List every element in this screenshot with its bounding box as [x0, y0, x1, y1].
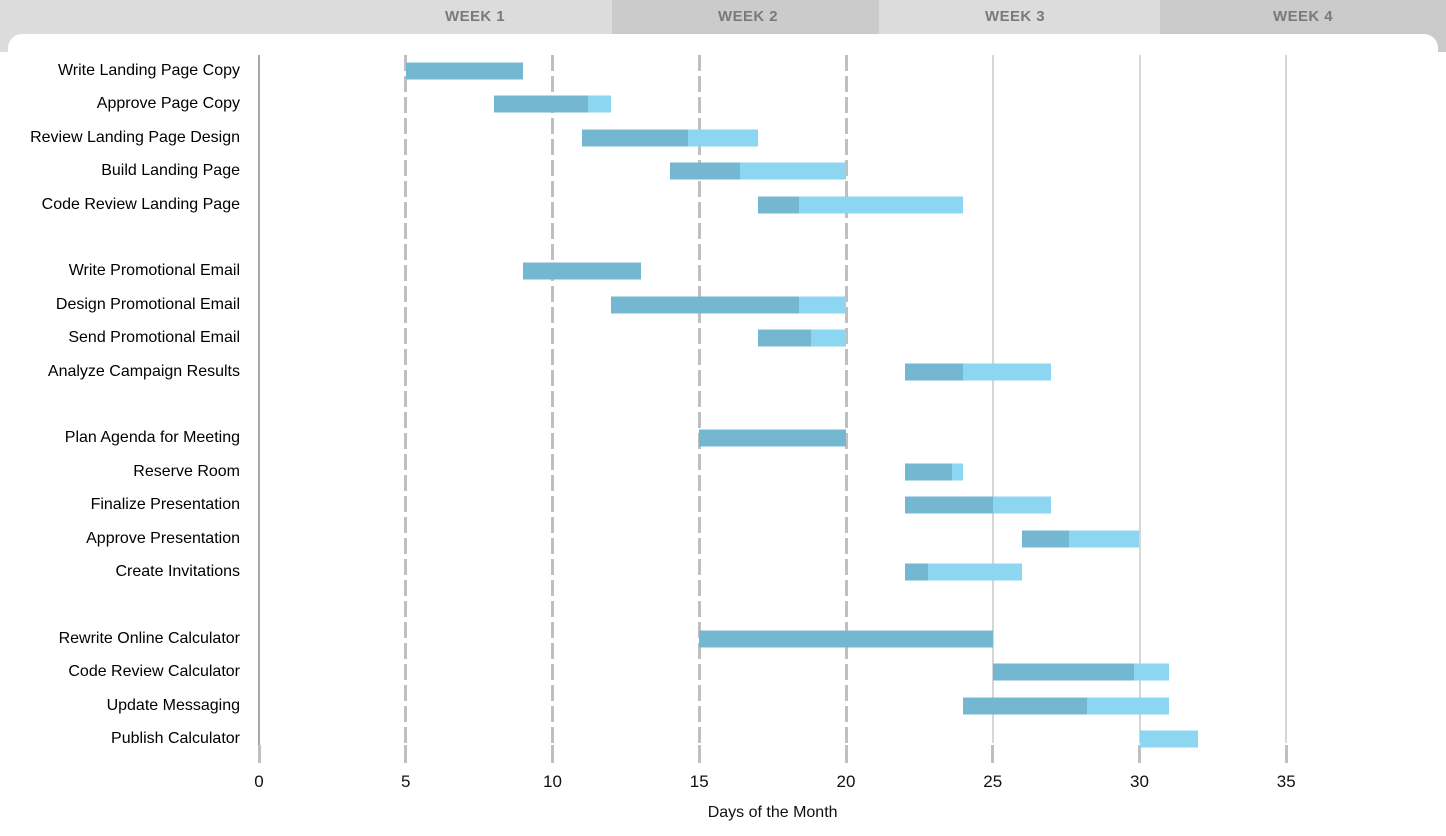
- gantt-bar-complete: [405, 62, 524, 80]
- gantt-bar-remaining: [963, 363, 1052, 381]
- gridline-solid: [1138, 55, 1141, 743]
- gridline-solid: [991, 55, 994, 743]
- x-axis-tick-label: 20: [836, 772, 856, 791]
- task-label: Update Messaging: [106, 696, 240, 714]
- x-axis-tick: [1284, 745, 1288, 763]
- gridline-dashed: [697, 55, 701, 743]
- x-axis-tick-label: 25: [983, 772, 1003, 791]
- gantt-bar-remaining: [587, 95, 612, 113]
- task-label: Code Review Calculator: [68, 663, 240, 681]
- task-label: Finalize Presentation: [90, 496, 240, 514]
- x-axis-tick-label: 30: [1130, 772, 1149, 791]
- gantt-bar-complete: [992, 663, 1134, 681]
- gantt-bar-complete: [493, 95, 588, 113]
- gantt-bar-complete: [904, 496, 993, 514]
- week-label: WEEK 4: [1273, 8, 1333, 25]
- x-axis-tick-label: 35: [1276, 772, 1296, 791]
- x-axis-tick: [697, 745, 701, 763]
- gantt-bar-complete: [904, 363, 964, 381]
- task-label: Build Landing Page: [101, 162, 240, 180]
- x-axis-tick-label: 15: [689, 772, 709, 791]
- gantt-bar-complete: [699, 630, 993, 648]
- gantt-bar-remaining: [992, 496, 1052, 514]
- gantt-bar-remaining: [928, 563, 1023, 581]
- gridline-dashed: [404, 55, 408, 743]
- x-axis-tick-label: 5: [401, 772, 411, 791]
- task-label: Design Promotional Email: [55, 295, 240, 313]
- task-label: Code Review Landing Page: [41, 195, 240, 213]
- gantt-bar-complete: [669, 162, 741, 180]
- gantt-bar-complete: [699, 429, 846, 447]
- gantt-bar-remaining: [740, 162, 846, 180]
- gridline-dashed: [844, 55, 848, 743]
- task-label: Reserve Room: [133, 462, 240, 480]
- week-label: WEEK 3: [985, 8, 1045, 25]
- gantt-bar-complete: [523, 262, 641, 280]
- x-axis-tick-label: 10: [543, 772, 562, 791]
- gantt-bar-remaining: [687, 129, 758, 147]
- x-axis-tick-label: 0: [254, 772, 264, 791]
- x-axis-tick: [844, 745, 848, 763]
- gantt-bar-remaining: [810, 329, 846, 347]
- week-label: WEEK 1: [445, 8, 505, 25]
- gantt-bar-complete: [963, 697, 1087, 715]
- task-label: Send Promotional Email: [68, 329, 240, 347]
- gantt-bar-remaining: [799, 296, 846, 314]
- gridline-solid: [1285, 55, 1288, 743]
- task-label: Approve Page Copy: [96, 95, 240, 113]
- x-axis-tick: [1138, 745, 1141, 763]
- gantt-bar-complete: [904, 563, 929, 581]
- gantt-bar-complete: [757, 329, 811, 347]
- y-axis-line: [258, 55, 260, 763]
- x-axis-tick: [991, 745, 995, 763]
- task-label: Review Landing Page Design: [30, 128, 240, 146]
- task-label: Plan Agenda for Meeting: [64, 429, 240, 447]
- week-label: WEEK 2: [718, 8, 778, 25]
- task-label: Write Landing Page Copy: [57, 62, 240, 79]
- gantt-bar-complete: [1022, 530, 1070, 548]
- x-axis-tick: [404, 745, 408, 763]
- task-label: Analyze Campaign Results: [47, 362, 240, 380]
- gantt-bar-remaining: [1086, 697, 1169, 715]
- task-label: Publish Calculator: [111, 730, 240, 747]
- task-label: Write Promotional Email: [68, 262, 240, 280]
- x-axis-tick: [551, 745, 554, 763]
- task-label: Create Invitations: [115, 563, 240, 580]
- task-label: Approve Presentation: [86, 529, 240, 547]
- gantt-bar-remaining: [1133, 663, 1169, 681]
- task-label: Rewrite Online Calculator: [58, 629, 240, 647]
- gantt-bar-complete: [581, 129, 688, 147]
- gantt-bar-complete: [757, 196, 800, 214]
- gantt-bar-remaining: [799, 196, 964, 214]
- gantt-bar-remaining: [1069, 530, 1140, 548]
- gantt-bar-complete: [904, 463, 952, 481]
- week-header-strip: WEEK 1 WEEK 2 WEEK 3 WEEK 4: [0, 0, 1446, 52]
- gridline-dashed: [551, 55, 554, 743]
- gantt-bar-remaining: [951, 463, 964, 481]
- x-axis-tick: [257, 745, 261, 763]
- x-axis-title: Days of the Month: [707, 804, 838, 821]
- gantt-bar-remaining: [1139, 730, 1199, 748]
- gantt-bar-complete: [611, 296, 800, 314]
